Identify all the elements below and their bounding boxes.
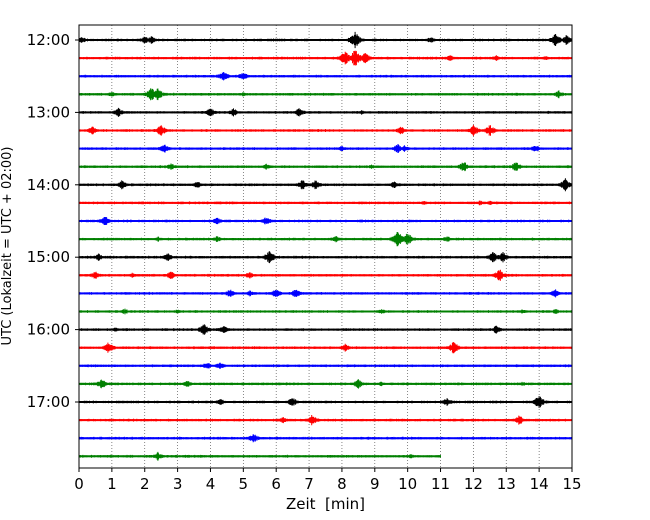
trace-14:45 <box>78 232 573 247</box>
x-tick-label-0: 0 <box>74 475 84 493</box>
x-tick-label-9: 9 <box>370 475 380 493</box>
traces <box>78 31 573 461</box>
x-tick-label-4: 4 <box>206 475 216 493</box>
x-axis-ticks: 0 1 2 3 4 5 6 7 8 9 10 11 12 13 14 15 <box>74 468 582 493</box>
y-tick-label-13:00: 13:00 <box>27 103 70 121</box>
y-axis-label: UTC (Lokalzeit = UTC + 02:00) <box>0 147 15 346</box>
y-axis-ticks: 12:00 13:00 14:00 15:00 16:00 17:00 <box>27 31 79 411</box>
trace-13:45 <box>78 162 573 172</box>
x-tick-label-13: 13 <box>497 475 516 493</box>
x-tick-label-11: 11 <box>431 475 450 493</box>
x-tick-label-10: 10 <box>398 475 417 493</box>
y-tick-label-17:00: 17:00 <box>27 393 70 411</box>
y-tick-label-15:00: 15:00 <box>27 248 70 266</box>
x-tick-label-14: 14 <box>530 475 549 493</box>
x-tick-label-7: 7 <box>304 475 314 493</box>
grid-lines <box>111 25 540 468</box>
x-tick-label-3: 3 <box>173 475 183 493</box>
trace-12:45 <box>78 88 573 101</box>
trace-17:45 <box>78 451 441 461</box>
trace-16:30 <box>78 362 573 369</box>
x-tick-label-5: 5 <box>239 475 249 493</box>
y-tick-label-14:00: 14:00 <box>27 176 70 194</box>
plot-frame <box>78 24 573 469</box>
x-tick-label-2: 2 <box>140 475 150 493</box>
x-axis-label: Zeit [min] <box>286 495 365 513</box>
x-tick-label-15: 15 <box>562 475 581 493</box>
x-tick-label-1: 1 <box>107 475 117 493</box>
plot-area <box>79 25 572 468</box>
x-tick-label-8: 8 <box>337 475 347 493</box>
x-tick-label-6: 6 <box>271 475 281 493</box>
y-tick-label-12:00: 12:00 <box>27 31 70 49</box>
y-tick-label-16:00: 16:00 <box>27 321 70 339</box>
x-tick-label-12: 12 <box>464 475 483 493</box>
trace-14:30 <box>78 217 573 225</box>
